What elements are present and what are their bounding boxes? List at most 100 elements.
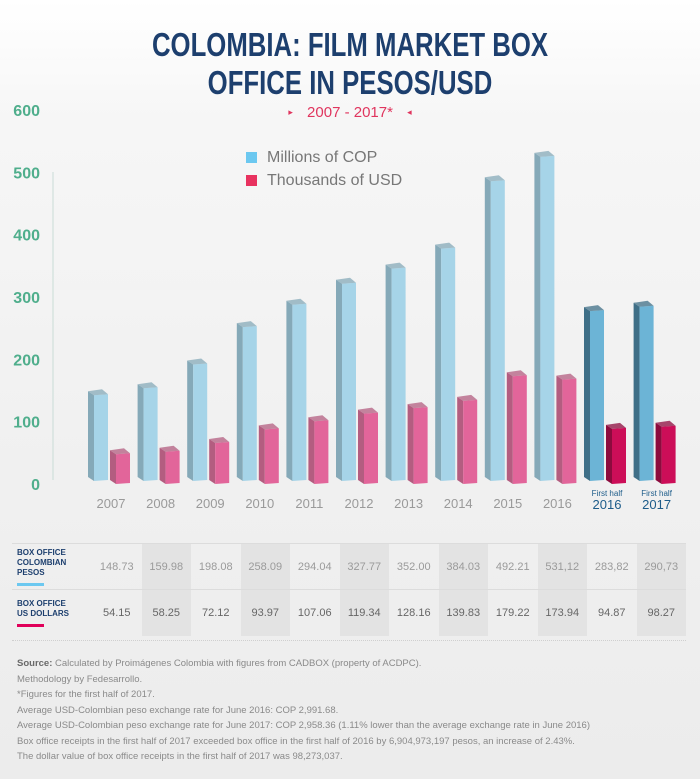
- bar-usd-front: [562, 378, 577, 484]
- bar-usd: [457, 394, 478, 484]
- chart-title-line-2: OFFICE IN PESOS/USD: [207, 64, 493, 101]
- bar-cop-front: [143, 387, 158, 481]
- row-label-line-1: BOX OFFICE: [17, 599, 66, 608]
- bar-cop: [484, 175, 505, 482]
- footer-line: Average USD-Colombian peso exchange rate…: [17, 704, 339, 716]
- bar-cop-top: [236, 321, 257, 328]
- bar-cop-top: [286, 298, 307, 305]
- bar-cop-top: [484, 175, 505, 182]
- y-axis-ticks: 0 100 200 300 400 500 600: [13, 103, 40, 494]
- bar-usd-side: [258, 425, 265, 484]
- table-cell: 54.15: [102, 607, 131, 619]
- bar-cop: [633, 300, 654, 481]
- y-tick-label: 0: [31, 477, 40, 494]
- bar-usd: [358, 407, 378, 484]
- bar-usd: [556, 373, 577, 484]
- y-tick-label: 300: [13, 290, 40, 307]
- footer-line: *Figures for the first half of 2017.: [17, 689, 155, 700]
- bar-cop-side: [236, 323, 243, 481]
- bar-cop-front: [242, 326, 257, 481]
- bar-usd-side: [209, 439, 216, 484]
- bar-cop-side: [584, 307, 590, 481]
- bar-chart: 0 100 200 300 400 500 600 2007 2008 2009 2010 2011…: [13, 103, 676, 512]
- table-cell: 139.83: [438, 590, 488, 636]
- row-label-line-2: COLOMBIAN PESOS: [17, 558, 67, 577]
- bar-cop-side: [286, 300, 293, 481]
- bar-usd-top: [606, 422, 626, 429]
- x-axis-ticks: 2007 2008 2009 2010 2011 2012 2013 2014 2015 2016…: [97, 489, 673, 512]
- bar-cop-top: [385, 262, 406, 269]
- source-label: Source:: [17, 658, 53, 669]
- footer-line: Average USD-Colombian peso exchange rate…: [17, 720, 591, 731]
- bar-usd-top: [556, 373, 577, 380]
- bar-usd-front: [413, 407, 428, 484]
- table-cell: 283,82: [594, 561, 629, 573]
- bar-cop-side: [484, 177, 491, 482]
- bar-usd-side: [655, 422, 662, 484]
- bar-cop-front: [639, 305, 654, 481]
- bar-cop-front: [590, 310, 604, 481]
- bar-usd-side: [407, 404, 414, 484]
- y-tick-label: 600: [13, 103, 40, 120]
- row-label-line-1: BOX OFFICE: [17, 548, 66, 557]
- bar-cop: [286, 298, 307, 481]
- bar-usd-front: [463, 399, 478, 484]
- table-cell: 93.97: [240, 590, 290, 636]
- bar-usd-top: [308, 415, 329, 422]
- row-label-usd: BOX OFFICE US DOLLARS: [12, 590, 92, 636]
- bar-usd-side: [110, 450, 116, 484]
- bar-usd-front: [215, 442, 230, 484]
- bar-cop-front: [540, 155, 555, 482]
- bar-usd-side: [457, 396, 464, 484]
- table-cell: 384.03: [438, 544, 488, 590]
- row-color-bar-cop: [17, 583, 44, 586]
- x-tick-label: 2012: [345, 496, 374, 511]
- bar-cop-side: [336, 279, 342, 481]
- bar-usd: [407, 402, 428, 484]
- bar-cop: [137, 382, 158, 481]
- y-tick-label: 400: [13, 228, 40, 245]
- footer-notes: Source: Calculated by Proimágenes Colomb…: [17, 656, 687, 765]
- bar-usd: [110, 448, 130, 484]
- table-cell: 352.00: [396, 561, 431, 573]
- table-cell: 290,73: [636, 544, 686, 590]
- bar-cop: [435, 242, 456, 481]
- bar-usd-front: [314, 420, 329, 484]
- bar-usd: [159, 445, 180, 484]
- table-cell: 159.98: [141, 544, 191, 590]
- table-cell: 179.22: [495, 607, 530, 619]
- bar-cop-front: [193, 363, 208, 481]
- x-tick-label: 2013: [394, 496, 423, 511]
- legend-swatch-usd: [246, 175, 257, 186]
- triangle-left-icon: ◂: [407, 107, 412, 117]
- x-tick-sublabel: First half: [592, 489, 623, 498]
- legend-item-usd: Thousands of USD: [246, 169, 402, 192]
- bar-usd-top: [110, 448, 130, 455]
- bars: [88, 150, 676, 484]
- table-cell: 119.34: [339, 590, 389, 636]
- bar-cop-top: [187, 358, 208, 365]
- bar-cop-front: [94, 394, 108, 481]
- bar-usd-front: [116, 453, 130, 484]
- bar-usd-front: [364, 412, 378, 484]
- table-divider: [12, 640, 686, 641]
- source-line: Source: Calculated by Proimágenes Colomb…: [17, 656, 687, 672]
- x-tick-label: 2009: [196, 496, 225, 511]
- x-tick-label: 2007: [97, 496, 126, 511]
- bar-cop: [584, 305, 604, 481]
- data-table: BOX OFFICE COLOMBIAN PESOS 148.73 159.98 1…: [12, 543, 686, 637]
- bar-usd-top: [258, 423, 279, 430]
- bar-cop-top: [88, 389, 108, 396]
- x-tick-label: 2016: [593, 497, 622, 512]
- bar-usd-top: [358, 407, 378, 414]
- bar-usd: [308, 415, 329, 484]
- bar-cop-front: [441, 247, 456, 481]
- bar-cop: [385, 262, 406, 481]
- table-row-cop: BOX OFFICE COLOMBIAN PESOS 148.73 159.98 1…: [12, 543, 686, 590]
- bar-cop-front: [292, 303, 307, 481]
- footer-line: Box office receipts in the first half of…: [17, 735, 575, 747]
- x-tick-sublabel: First half: [641, 489, 672, 498]
- footer-line: The dollar value of box office receipts …: [17, 751, 343, 762]
- bar-cop-side: [187, 360, 194, 481]
- triangle-right-icon: ▸: [288, 107, 293, 117]
